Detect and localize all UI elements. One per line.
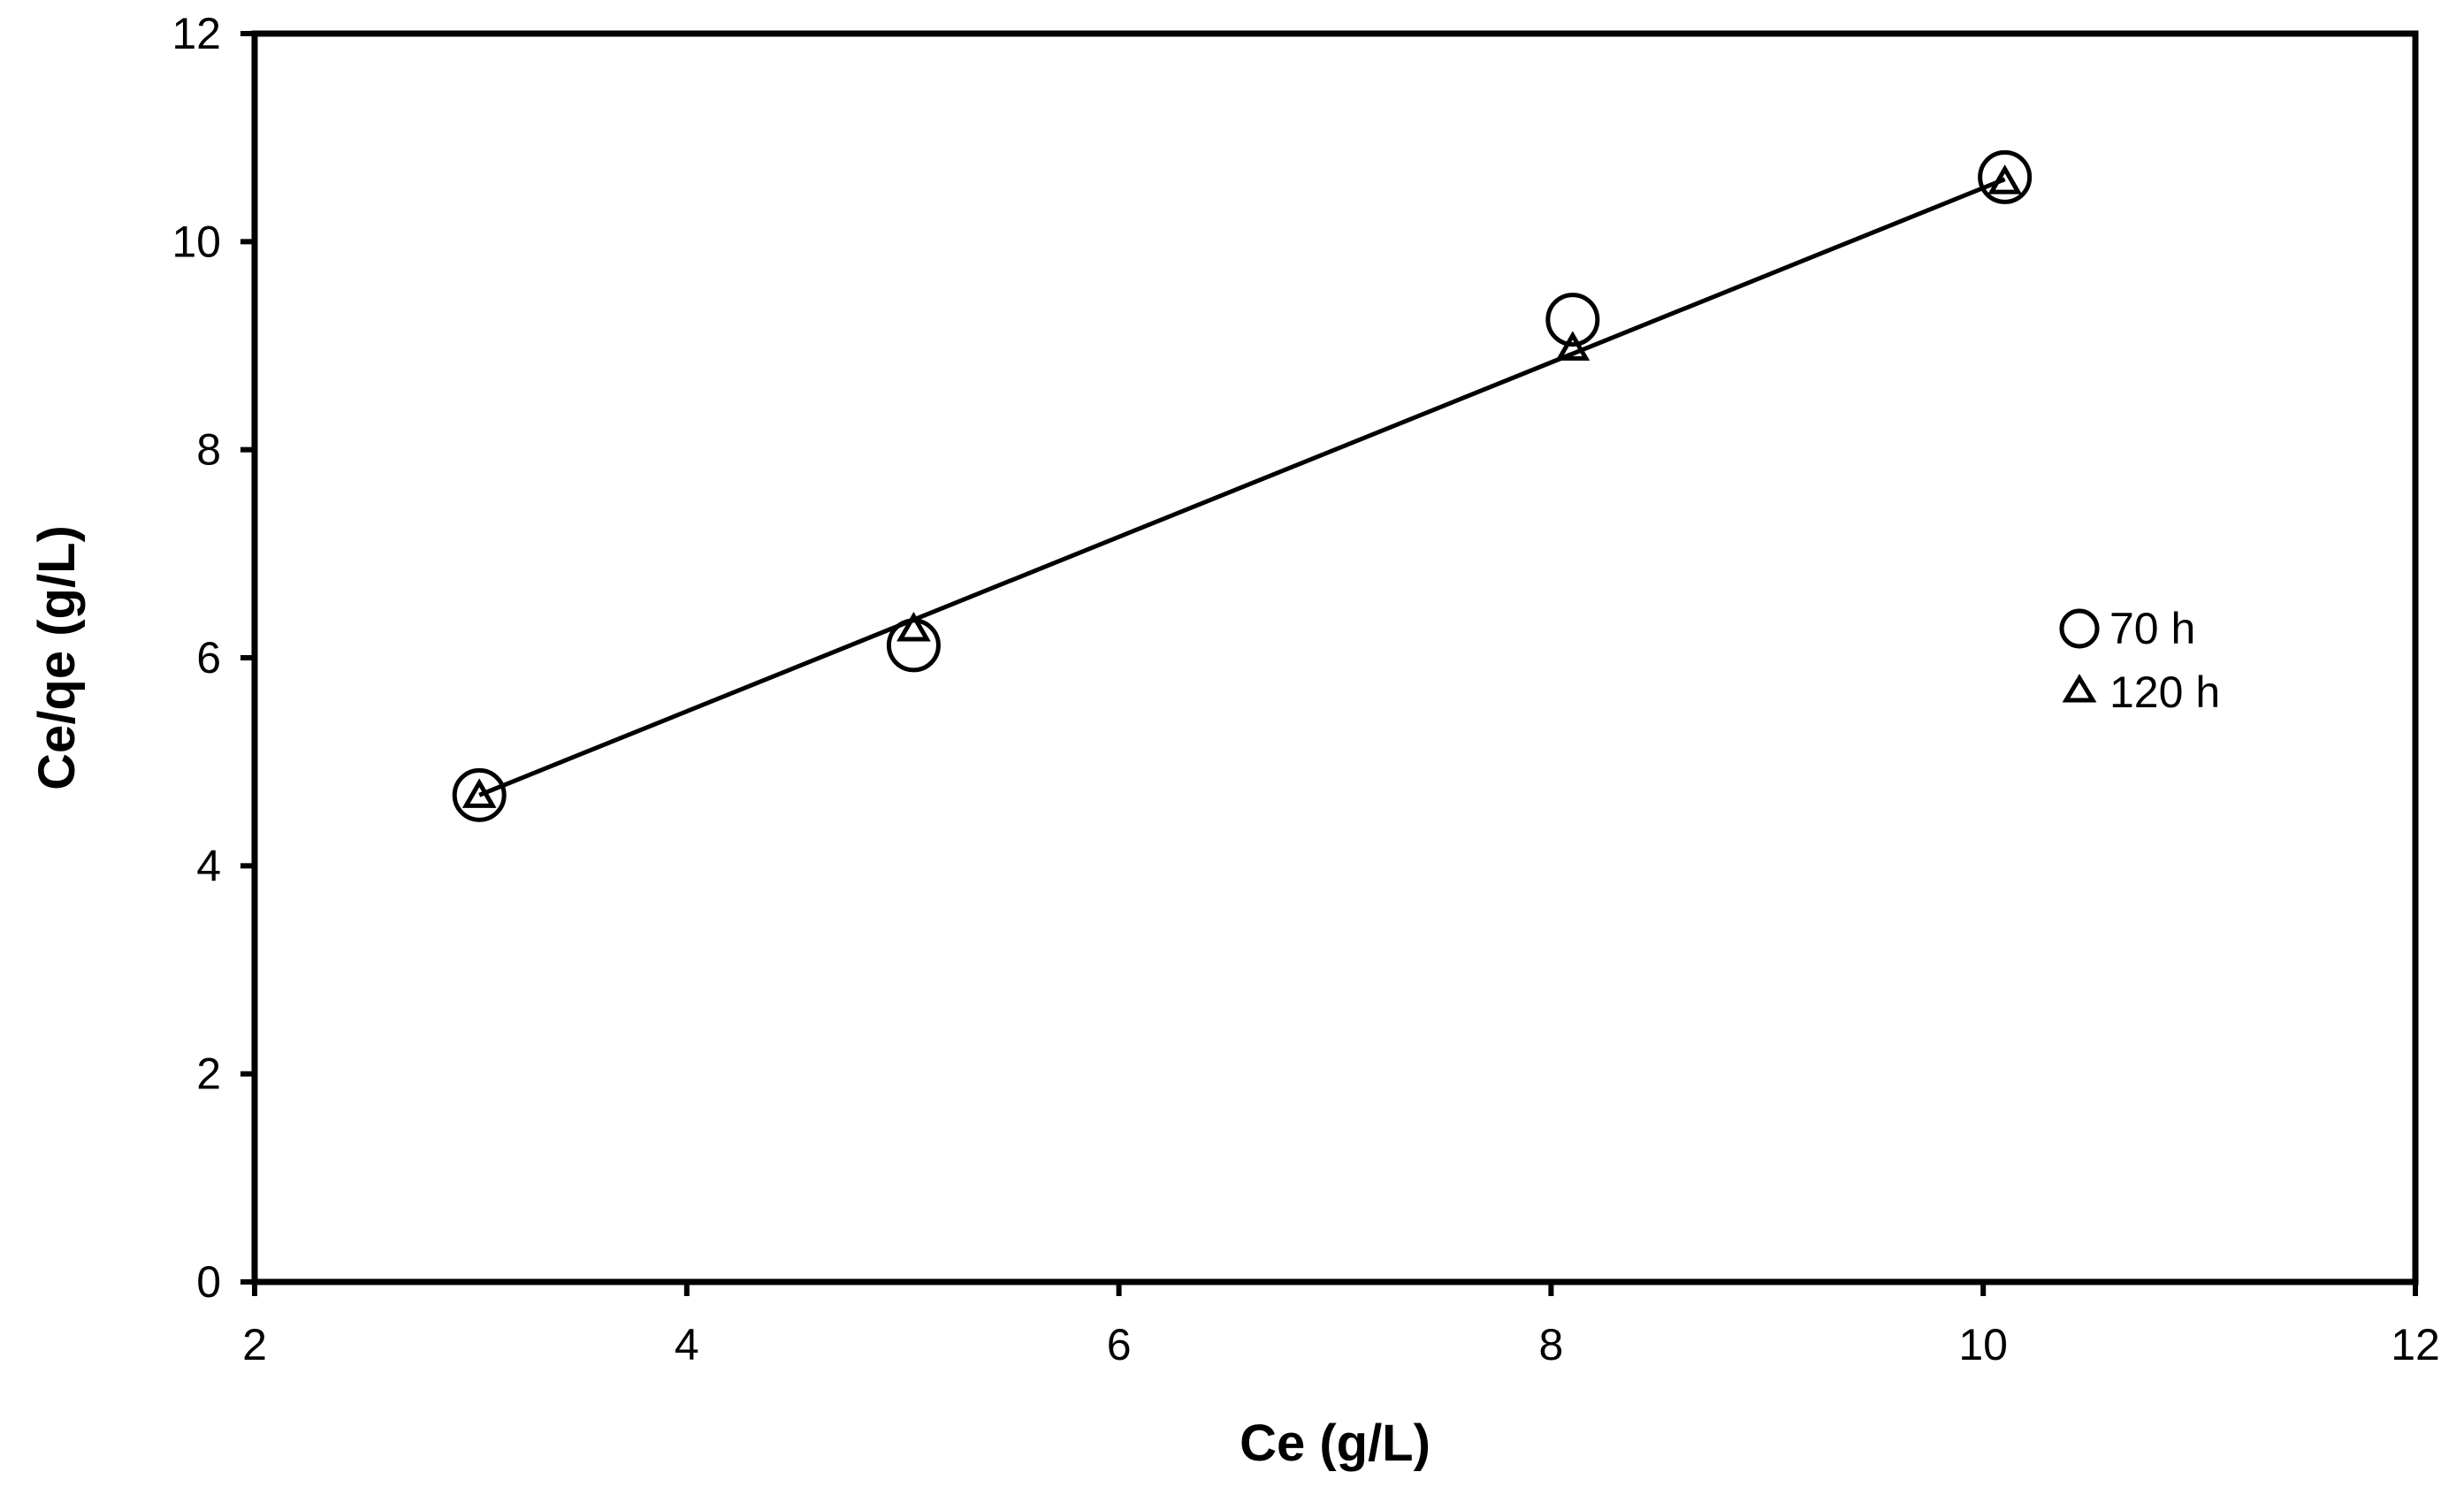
- x-axis-ticks: 2 4 6 8 10 12: [242, 1282, 2440, 1369]
- trendline-group: [478, 177, 2006, 797]
- legend-label-120h: 120 h: [2109, 667, 2220, 717]
- x-tick-label: 8: [1538, 1320, 1563, 1369]
- y-tick-label: 2: [196, 1049, 221, 1099]
- y-tick-label: 8: [196, 425, 221, 475]
- marker-triangle-120h: [1555, 331, 1591, 361]
- legend-marker-triangle: [2062, 674, 2097, 703]
- y-tick-label: 12: [172, 9, 221, 58]
- x-tick-label: 4: [675, 1320, 699, 1369]
- legend-label-70h: 70 h: [2109, 604, 2195, 653]
- y-tick-label: 4: [196, 841, 221, 890]
- legend: 70 h 120 h: [2059, 604, 2220, 717]
- marker-circle-70h: [886, 618, 941, 673]
- marker-triangle-120h: [896, 612, 931, 642]
- marker-circle-70h: [1978, 149, 2033, 204]
- marker-triangle-120h: [462, 778, 497, 808]
- plot-area-frame: [251, 30, 2419, 1285]
- legend-marker-circle: [2059, 608, 2100, 649]
- marker-triangle-120h: [1987, 164, 2022, 195]
- marker-circle-70h: [452, 767, 507, 822]
- y-axis-ticks: 0 2 4 6 8 10 12: [172, 9, 255, 1307]
- marker-circle-70h: [1545, 293, 1600, 347]
- data-markers: [452, 149, 2033, 822]
- y-tick-label: 10: [172, 217, 221, 266]
- x-tick-label: 6: [1107, 1320, 1132, 1369]
- x-axis-title: Ce (g/L): [1240, 1415, 1430, 1472]
- y-axis-title: Ce/qe (g/L): [28, 525, 86, 790]
- trendline: [478, 177, 2006, 797]
- y-tick-label: 0: [196, 1257, 221, 1307]
- x-tick-label: 2: [242, 1320, 267, 1369]
- x-tick-label: 10: [1958, 1320, 2008, 1369]
- y-tick-label: 6: [196, 633, 221, 683]
- x-tick-label: 12: [2391, 1320, 2440, 1369]
